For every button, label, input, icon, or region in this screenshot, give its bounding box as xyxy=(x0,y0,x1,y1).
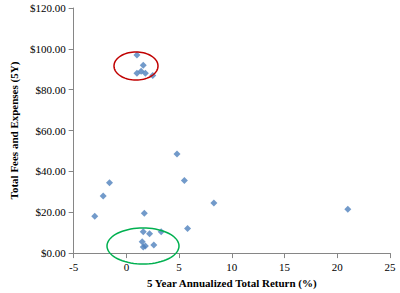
svg-text:15: 15 xyxy=(279,261,291,273)
svg-text:20: 20 xyxy=(332,261,344,273)
svg-text:$40.00: $40.00 xyxy=(35,165,66,177)
svg-text:0: 0 xyxy=(123,260,130,273)
svg-text:5 Year Annualized Total Return: 5 Year Annualized Total Return (%) xyxy=(147,277,317,290)
svg-text:$80.00: $80.00 xyxy=(35,84,66,96)
svg-text:$120.00: $120.00 xyxy=(30,2,66,14)
svg-text:$60.00: $60.00 xyxy=(35,125,66,137)
svg-text:25: 25 xyxy=(385,261,397,273)
svg-text:10: 10 xyxy=(226,261,238,273)
svg-text:$0.00: $0.00 xyxy=(41,247,66,259)
svg-text:$20.00: $20.00 xyxy=(35,206,66,218)
svg-text:5: 5 xyxy=(176,261,182,273)
svg-text:-5: -5 xyxy=(69,261,79,273)
svg-text:$100.00: $100.00 xyxy=(30,43,66,55)
svg-text:Total Fees and Expenses (5Y): Total Fees and Expenses (5Y) xyxy=(8,61,21,199)
